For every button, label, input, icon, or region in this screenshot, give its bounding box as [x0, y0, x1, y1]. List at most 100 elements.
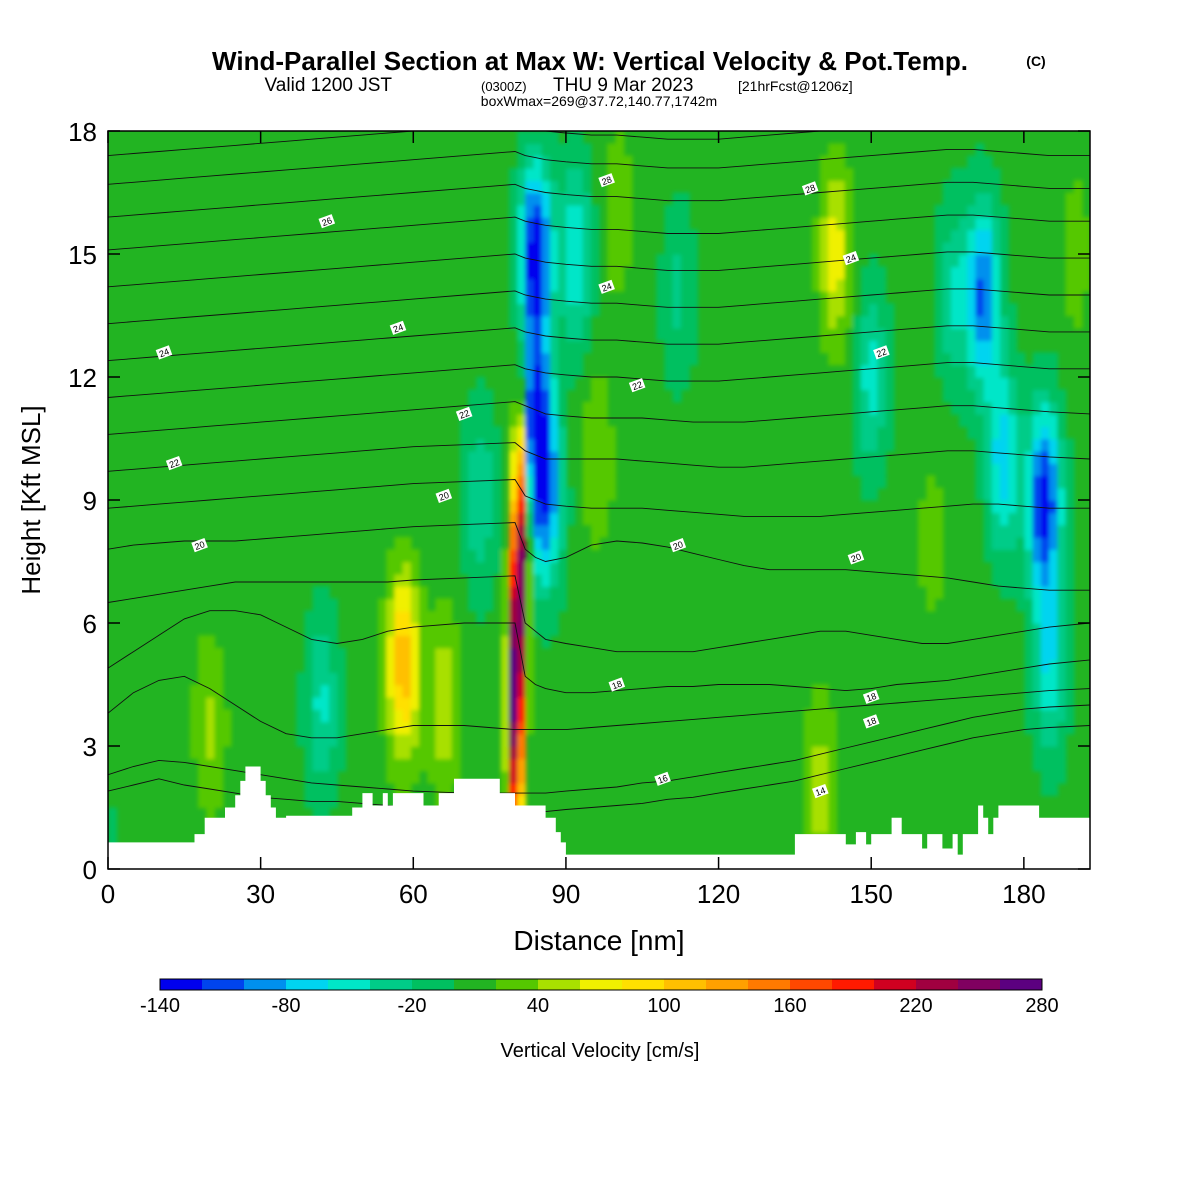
field-cell	[680, 266, 690, 280]
field-cell	[1032, 512, 1042, 526]
box-wmax-info: boxWmax=269@37.72,140.77,1742m	[481, 93, 717, 109]
field-cell	[1065, 241, 1075, 255]
field-cell	[468, 413, 478, 427]
field-cell	[819, 217, 829, 231]
field-cell	[418, 696, 428, 710]
field-cell	[1008, 549, 1018, 563]
field-cell	[680, 278, 690, 292]
field-cell	[549, 536, 559, 550]
field-cell	[320, 770, 330, 784]
field-cell	[1065, 192, 1075, 206]
field-cell	[533, 475, 543, 489]
isoline-label: 22	[873, 345, 890, 360]
field-cell	[967, 229, 977, 243]
field-cell	[1008, 512, 1018, 526]
field-cell	[844, 217, 854, 231]
field-cell	[492, 524, 502, 538]
field-cell	[672, 278, 682, 292]
field-cell	[549, 217, 559, 231]
field-cell	[975, 155, 985, 169]
field-cell	[869, 278, 879, 292]
field-cell	[410, 770, 420, 784]
field-cell	[476, 549, 486, 563]
field-cell	[983, 364, 993, 378]
field-cell	[983, 426, 993, 440]
field-cell	[582, 450, 592, 464]
field-cell	[975, 327, 985, 341]
colorbar-tick-label: 220	[899, 995, 932, 1017]
field-cell	[1065, 463, 1075, 477]
isoline-label: 26	[318, 214, 336, 229]
field-cell	[402, 696, 412, 710]
field-cell	[541, 278, 551, 292]
field-cell	[525, 450, 535, 464]
field-cell	[877, 450, 887, 464]
field-cell	[198, 672, 207, 686]
field-cell	[828, 303, 838, 317]
field-cell	[517, 561, 527, 575]
field-cell	[811, 709, 821, 723]
field-cell	[926, 549, 936, 563]
field-cell	[1049, 487, 1059, 501]
field-cell	[819, 303, 829, 317]
field-cell	[1065, 561, 1075, 575]
field-cell	[206, 635, 216, 649]
field-cell	[828, 254, 838, 268]
field-cell	[664, 266, 674, 280]
field-cell	[508, 598, 518, 612]
field-cell	[541, 180, 551, 194]
field-cell	[811, 795, 821, 809]
field-cell	[459, 487, 469, 501]
field-cell	[1008, 536, 1018, 550]
field-cell	[541, 463, 551, 477]
svg-text:22: 22	[168, 457, 181, 470]
field-cell	[517, 758, 527, 772]
field-cell	[402, 721, 412, 735]
field-cell	[418, 733, 428, 747]
field-cell	[975, 204, 985, 218]
field-cell	[328, 623, 338, 637]
theta-isoline	[108, 704, 1090, 794]
field-cell	[852, 438, 862, 452]
field-cell	[1032, 672, 1042, 686]
field-cell	[991, 536, 1001, 550]
field-cell	[443, 782, 453, 796]
field-cell	[214, 709, 224, 723]
field-cell	[459, 536, 469, 550]
field-cell	[983, 389, 993, 403]
field-cell	[525, 610, 535, 624]
field-cell	[975, 352, 985, 366]
field-cell	[549, 573, 559, 587]
field-cell	[517, 364, 527, 378]
field-cell	[508, 500, 518, 514]
field-cell	[991, 512, 1001, 526]
field-cell	[206, 807, 216, 821]
field-cell	[508, 241, 518, 255]
field-cell	[484, 549, 494, 563]
field-cell	[402, 635, 412, 649]
field-cell	[680, 229, 690, 243]
field-cell	[337, 758, 347, 772]
field-cell	[541, 426, 551, 440]
field-cell	[500, 561, 510, 575]
field-cell	[1040, 413, 1050, 427]
field-cell	[999, 512, 1009, 526]
field-cell	[549, 303, 559, 317]
field-cell	[1024, 721, 1034, 735]
field-cell	[517, 610, 527, 624]
field-cell	[500, 758, 510, 772]
field-cell	[607, 229, 617, 243]
field-cell	[296, 721, 306, 735]
field-cell	[803, 795, 813, 809]
field-cell	[394, 549, 404, 563]
field-cell	[1008, 500, 1018, 514]
field-cell	[975, 450, 985, 464]
field-cell	[934, 266, 944, 280]
field-cell	[860, 475, 870, 489]
field-cell	[1024, 586, 1034, 600]
field-cell	[508, 229, 518, 243]
field-cell	[828, 795, 838, 809]
field-cell	[558, 155, 568, 169]
field-cell	[222, 733, 232, 747]
field-cell	[869, 364, 879, 378]
